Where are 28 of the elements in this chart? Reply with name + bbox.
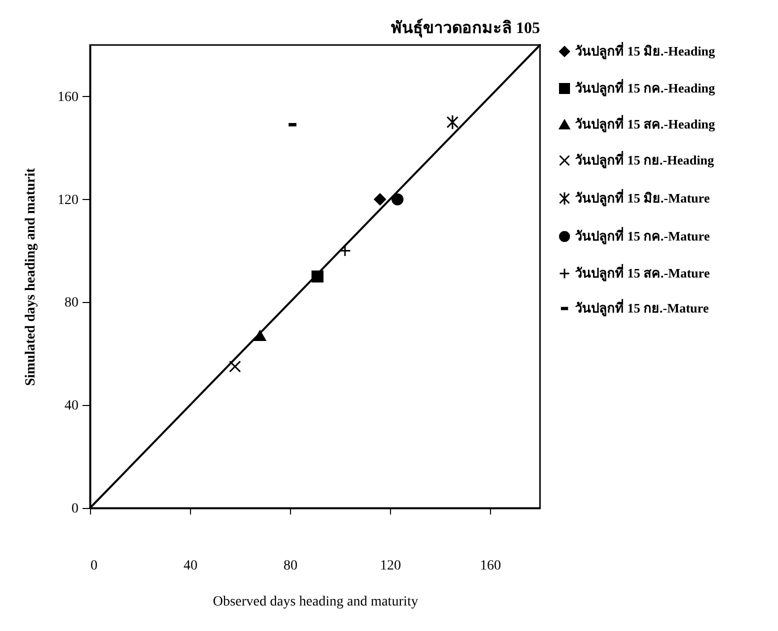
legend-label: วันปลูกที่ 15 กค.-Heading: [575, 78, 716, 96]
point: [392, 193, 404, 206]
x-tick-label: 40: [184, 558, 198, 574]
legend-label: วันปลูกที่ 15 กค.-Mature: [575, 226, 710, 244]
y-tick-label: 160: [58, 90, 78, 105]
point: [229, 360, 241, 373]
legend-label: วันปลูกที่ 15 กย.-Heading: [575, 150, 715, 168]
x-tick-label: 80: [284, 558, 298, 574]
y-tick-label: 120: [58, 192, 78, 208]
point: [446, 114, 458, 130]
chart-title: พันธุ์ขาวดอกมะลิ 105: [391, 18, 540, 38]
legend-label: วันปลูกที่ 15 มิย.-Heading: [575, 42, 716, 60]
y-axis-title: Simulated days heading and maturit: [24, 168, 38, 386]
legend-label: วันปลูกที่ 15 กย.-Mature: [575, 298, 709, 316]
x-tick-label: 0: [90, 558, 98, 574]
y-tick-label: 80: [64, 296, 78, 311]
x-tick-label: 120: [380, 558, 401, 574]
y-tick-label: 0: [72, 502, 78, 516]
legend-label: วันปลูกที่ 15 สค.-Heading: [575, 114, 716, 132]
point: [339, 244, 351, 257]
point: [312, 270, 324, 282]
legend-label: วันปลูกที่ 15 มิย.-Mature: [575, 188, 710, 206]
point: [374, 193, 386, 206]
x-axis-title: Observed days heading and maturity: [212, 594, 418, 610]
x-tick-label: 160: [480, 558, 501, 574]
legend-label: วันปลูกที่ 15 สค.-Mature: [575, 264, 710, 282]
y-tick-label: 40: [64, 398, 78, 414]
point: [254, 330, 266, 341]
